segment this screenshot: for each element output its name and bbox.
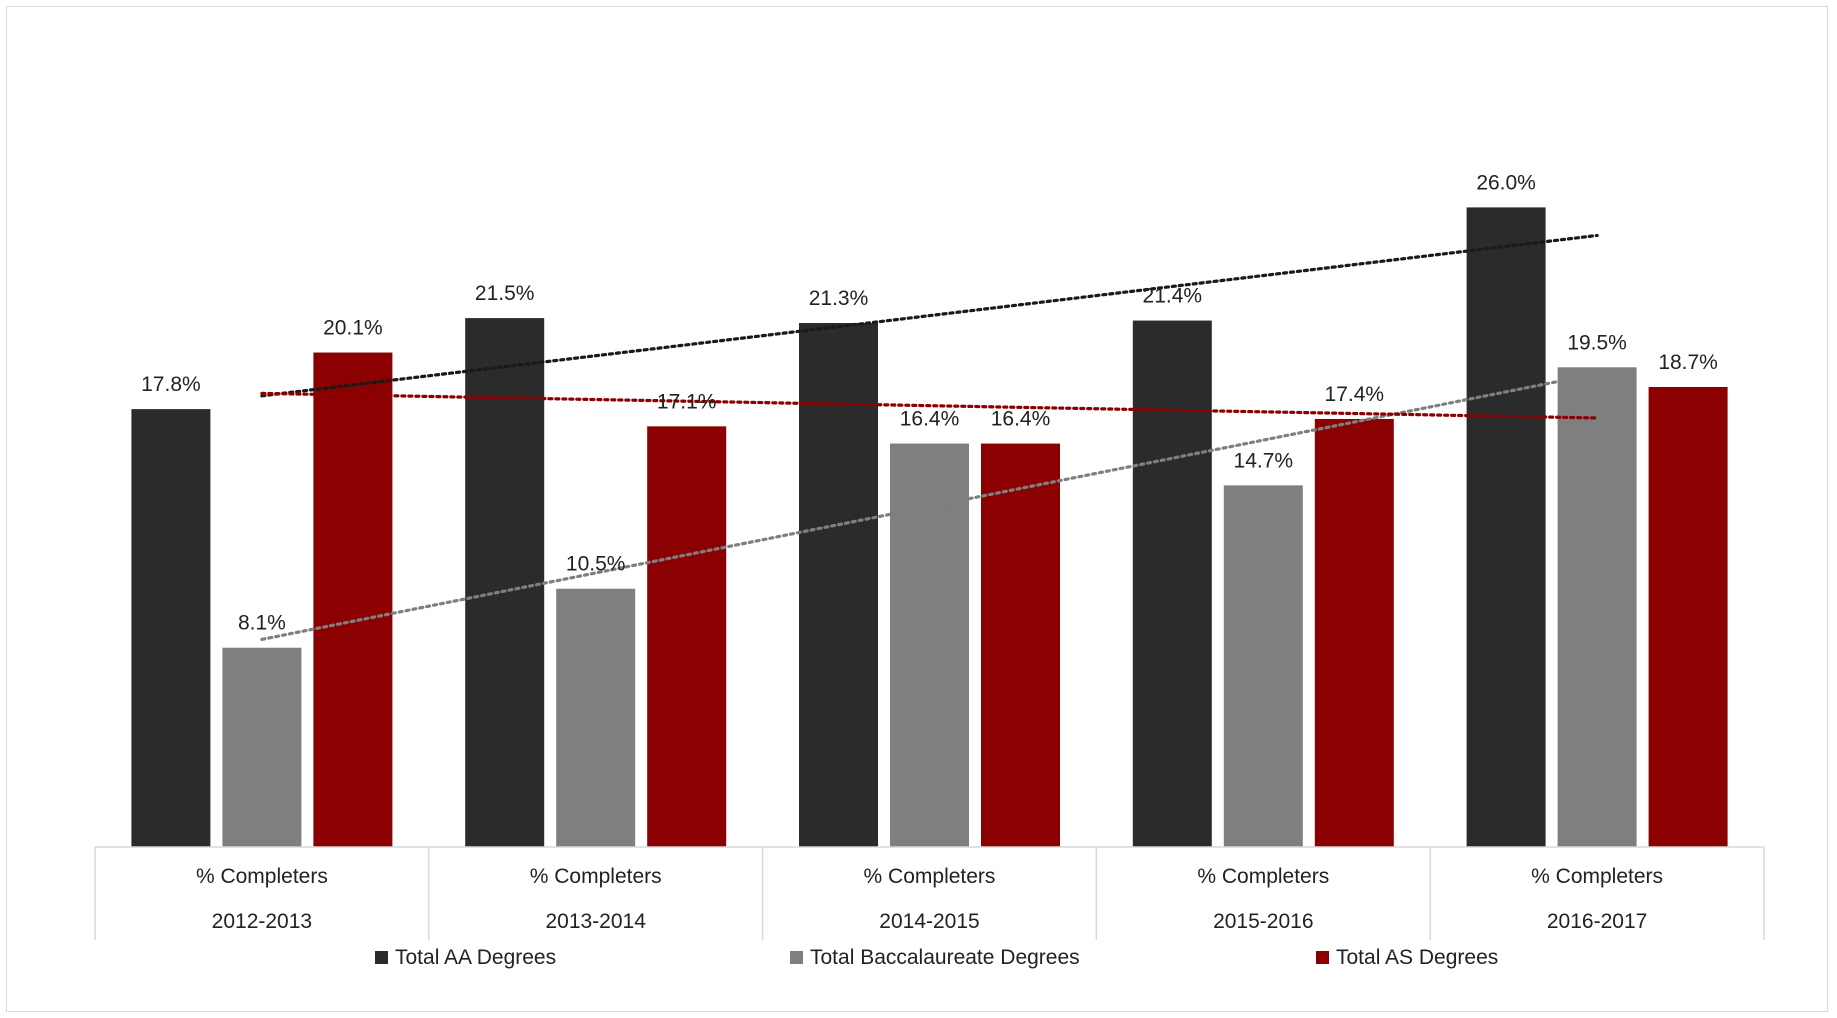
legend-label: Total AA Degrees xyxy=(395,946,556,969)
legend-label: Total Baccalaureate Degrees xyxy=(810,946,1080,969)
category-axis: % Completers 2012-2013 % Completers 2013-20… xyxy=(94,846,1765,940)
bar-2-3 xyxy=(890,443,969,847)
bar-2-1 xyxy=(222,647,302,847)
legend-label: Total AS Degrees xyxy=(1336,946,1498,969)
bar-2-2 xyxy=(556,588,636,847)
bars-layer xyxy=(131,207,1728,848)
legend-swatch xyxy=(1316,951,1329,964)
data-label: 21.4% xyxy=(1143,285,1203,308)
bar-3-4 xyxy=(1314,418,1394,847)
bar-3-1 xyxy=(313,352,393,847)
bar-1-4 xyxy=(1132,320,1212,847)
legend: Total AA Degrees Total Baccalaureate Degr… xyxy=(375,946,1498,969)
bar-1-1 xyxy=(131,409,211,847)
x-tick-label-group: % Completers xyxy=(530,865,662,888)
bar-3-3 xyxy=(981,443,1060,847)
data-label: 10.5% xyxy=(566,553,626,576)
data-label: 16.4% xyxy=(991,408,1051,431)
x-tick-label-group: % Completers xyxy=(1531,865,1663,888)
data-label: 14.7% xyxy=(1234,449,1294,472)
bar-3-2 xyxy=(647,426,727,847)
data-label: 18.7% xyxy=(1658,351,1718,374)
legend-item-1: Total AA Degrees xyxy=(375,946,556,969)
data-label: 21.5% xyxy=(475,282,535,305)
x-tick-label-year: 2012-2013 xyxy=(212,910,312,933)
legend-item-2: Total Baccalaureate Degrees xyxy=(790,946,1080,969)
trendlines-layer xyxy=(260,233,1599,641)
bar-2-5 xyxy=(1557,367,1637,847)
trendline-2 xyxy=(260,372,1599,641)
data-label: 16.4% xyxy=(900,408,960,431)
x-tick-label-group: % Completers xyxy=(1197,865,1329,888)
data-label: 17.8% xyxy=(141,373,201,396)
bar-2-4 xyxy=(1223,485,1303,847)
bar-1-2 xyxy=(465,318,545,848)
legend-swatch xyxy=(790,951,803,964)
legend-swatch xyxy=(375,951,388,964)
bar-3-5 xyxy=(1648,386,1728,847)
legend-item-3: Total AS Degrees xyxy=(1316,946,1498,969)
trendline-3 xyxy=(260,391,1599,420)
x-tick-label-year: 2016-2017 xyxy=(1547,910,1647,933)
x-tick-label-group: % Completers xyxy=(864,865,996,888)
bar-1-3 xyxy=(799,323,878,847)
data-label: 8.1% xyxy=(238,612,286,635)
x-tick-label-year: 2014-2015 xyxy=(879,910,979,933)
trendline-1 xyxy=(260,233,1599,398)
data-label: 26.0% xyxy=(1476,171,1536,194)
data-label: 21.3% xyxy=(809,287,869,310)
data-label: 17.4% xyxy=(1325,383,1385,406)
data-label: 20.1% xyxy=(323,317,383,340)
bar-1-5 xyxy=(1466,207,1546,847)
x-tick-label-group: % Completers xyxy=(196,865,328,888)
x-tick-label-year: 2015-2016 xyxy=(1213,910,1313,933)
data-labels-layer: 17.8% 21.5% 21.3% 21.4% 26.0% 8.1% 10.5% 16.4% 1… xyxy=(141,171,1718,634)
data-label: 19.5% xyxy=(1567,331,1627,354)
data-label: 17.1% xyxy=(657,390,717,413)
x-tick-label-year: 2013-2014 xyxy=(545,910,646,933)
